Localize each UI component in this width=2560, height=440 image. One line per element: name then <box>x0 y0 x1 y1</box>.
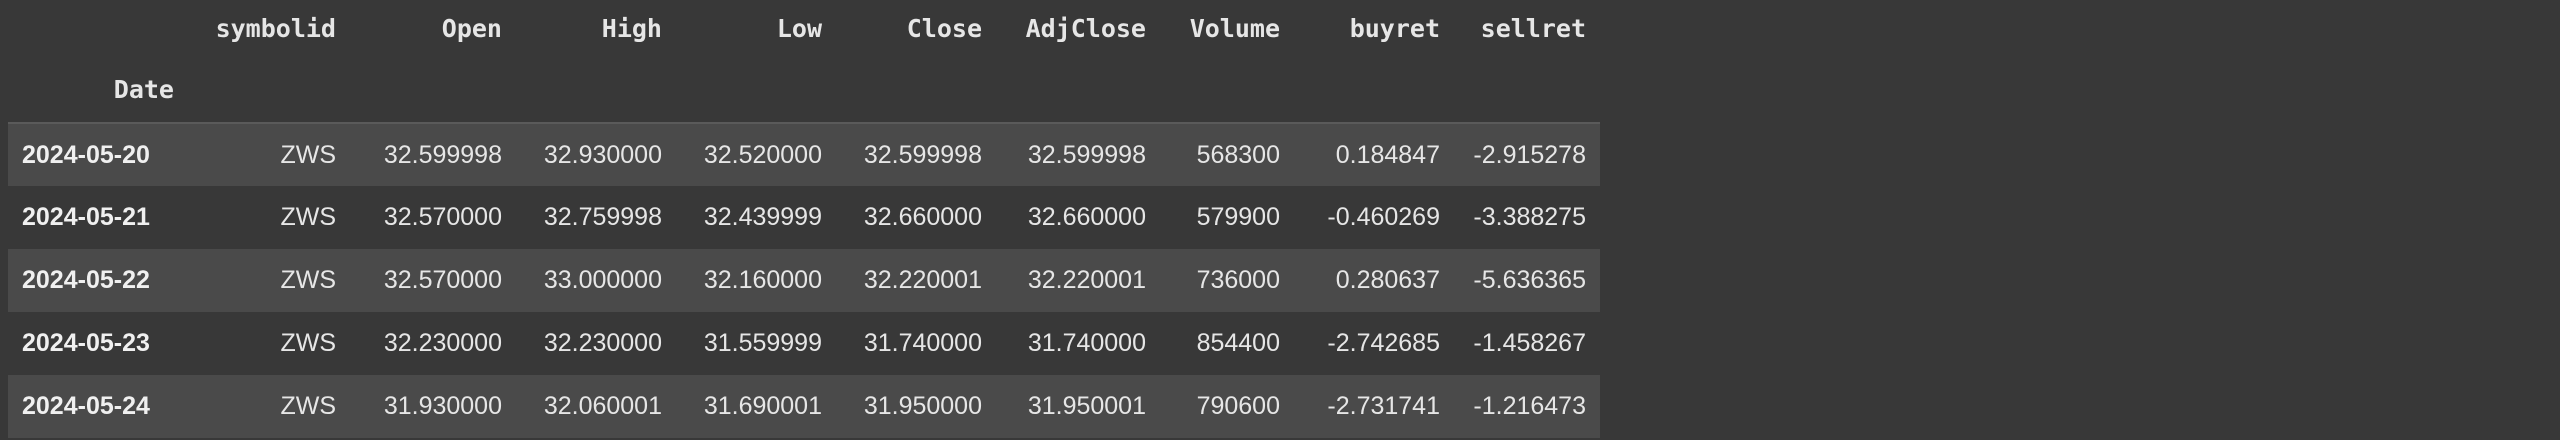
table-cell-symbolid: ZWS <box>280 266 336 294</box>
table-cell-sellret: -5.636365 <box>1473 266 1586 294</box>
table-cell-symbolid: ZWS <box>280 329 336 357</box>
table-cell-open: 31.930000 <box>383 392 502 420</box>
table-cell-sellret: -2.915278 <box>1473 140 1586 169</box>
table-cell-open: 32.599998 <box>383 140 502 169</box>
table-cell-sellret: -1.458267 <box>1473 329 1586 357</box>
column-header: Low <box>776 13 822 43</box>
row-index-date: 2024-05-24 <box>22 392 150 420</box>
table-cell-buyret: -0.460269 <box>1327 203 1440 231</box>
table-cell-high: 33.000000 <box>543 266 662 294</box>
table-cell-close: 32.220001 <box>863 266 982 294</box>
column-header: symbolid <box>215 13 336 43</box>
table-row: 2024-05-21 ZWS 32.570000 32.759998 32.439999… <box>8 186 1600 249</box>
table-row: 2024-05-24 ZWS 31.930000 32.060001 31.690001… <box>8 375 1600 438</box>
table-cell-high: 32.930000 <box>543 140 662 169</box>
table-cell-high: 32.759998 <box>543 203 662 231</box>
table-cell-volume: 854400 <box>1196 329 1280 357</box>
table-cell-close: 32.599998 <box>863 140 982 169</box>
table-cell-sellret: -3.388275 <box>1473 203 1586 231</box>
table-cell-adjclose: 32.220001 <box>1027 266 1146 294</box>
table-cell-adjclose: 32.660000 <box>1027 203 1146 231</box>
table-cell-low: 31.559999 <box>703 329 822 357</box>
table-cell-open: 32.570000 <box>383 266 502 294</box>
table-cell-symbolid: ZWS <box>280 140 336 169</box>
dataframe-output: symbolid Open High Low Close AdjClose Vo… <box>8 0 1600 438</box>
row-index-date: 2024-05-21 <box>22 203 150 231</box>
column-header: Volume <box>1189 13 1280 43</box>
table-cell-adjclose: 32.599998 <box>1027 140 1146 169</box>
table-body: 2024-05-20 ZWS 32.599998 32.930000 32.520000… <box>8 123 1600 438</box>
column-header-row: symbolid Open High Low Close AdjClose Vo… <box>8 0 1600 56</box>
column-header: High <box>601 13 662 43</box>
table-cell-buyret: -2.742685 <box>1327 329 1440 357</box>
table-cell-low: 32.520000 <box>703 140 822 169</box>
table-cell-volume: 790600 <box>1196 392 1280 420</box>
table-cell-low: 32.439999 <box>703 203 822 231</box>
row-index-date: 2024-05-23 <box>22 329 150 357</box>
table-cell-symbolid: ZWS <box>280 392 336 420</box>
table-cell-buyret: 0.184847 <box>1335 140 1440 169</box>
table-cell-close: 31.950000 <box>863 392 982 420</box>
table-header: symbolid Open High Low Close AdjClose Vo… <box>8 0 1600 123</box>
row-index-date: 2024-05-22 <box>22 266 150 294</box>
table-cell-buyret: -2.731741 <box>1327 392 1440 420</box>
table-cell-close: 32.660000 <box>863 203 982 231</box>
column-header: AdjClose <box>1025 13 1146 43</box>
row-index-date: 2024-05-20 <box>22 140 150 169</box>
table-cell-adjclose: 31.950001 <box>1027 392 1146 420</box>
table-row: 2024-05-23 ZWS 32.230000 32.230000 31.559999… <box>8 312 1600 375</box>
index-name-row: Date <box>8 56 1600 123</box>
table-cell-adjclose: 31.740000 <box>1027 329 1146 357</box>
table-cell-volume: 568300 <box>1196 140 1280 169</box>
table-cell-high: 32.230000 <box>543 329 662 357</box>
table-cell-symbolid: ZWS <box>280 203 336 231</box>
table-cell-high: 32.060001 <box>543 392 662 420</box>
table-cell-low: 31.690001 <box>703 392 822 420</box>
column-header: Open <box>441 13 502 43</box>
table-cell-open: 32.230000 <box>383 329 502 357</box>
index-name-spacer <box>188 56 1600 123</box>
table-cell-low: 32.160000 <box>703 266 822 294</box>
index-corner <box>8 0 188 56</box>
index-name: Date <box>113 74 174 104</box>
table-cell-buyret: 0.280637 <box>1335 266 1440 294</box>
dataframe-table: symbolid Open High Low Close AdjClose Vo… <box>8 0 1600 438</box>
table-cell-open: 32.570000 <box>383 203 502 231</box>
column-header: sellret <box>1480 13 1586 43</box>
table-row: 2024-05-22 ZWS 32.570000 33.000000 32.160000… <box>8 249 1600 312</box>
table-cell-volume: 736000 <box>1196 266 1280 294</box>
table-cell-volume: 579900 <box>1196 203 1280 231</box>
table-cell-sellret: -1.216473 <box>1473 392 1586 420</box>
column-header: Close <box>906 13 982 43</box>
table-row: 2024-05-20 ZWS 32.599998 32.930000 32.520000… <box>8 123 1600 186</box>
table-cell-close: 31.740000 <box>863 329 982 357</box>
column-header: buyret <box>1349 13 1440 43</box>
